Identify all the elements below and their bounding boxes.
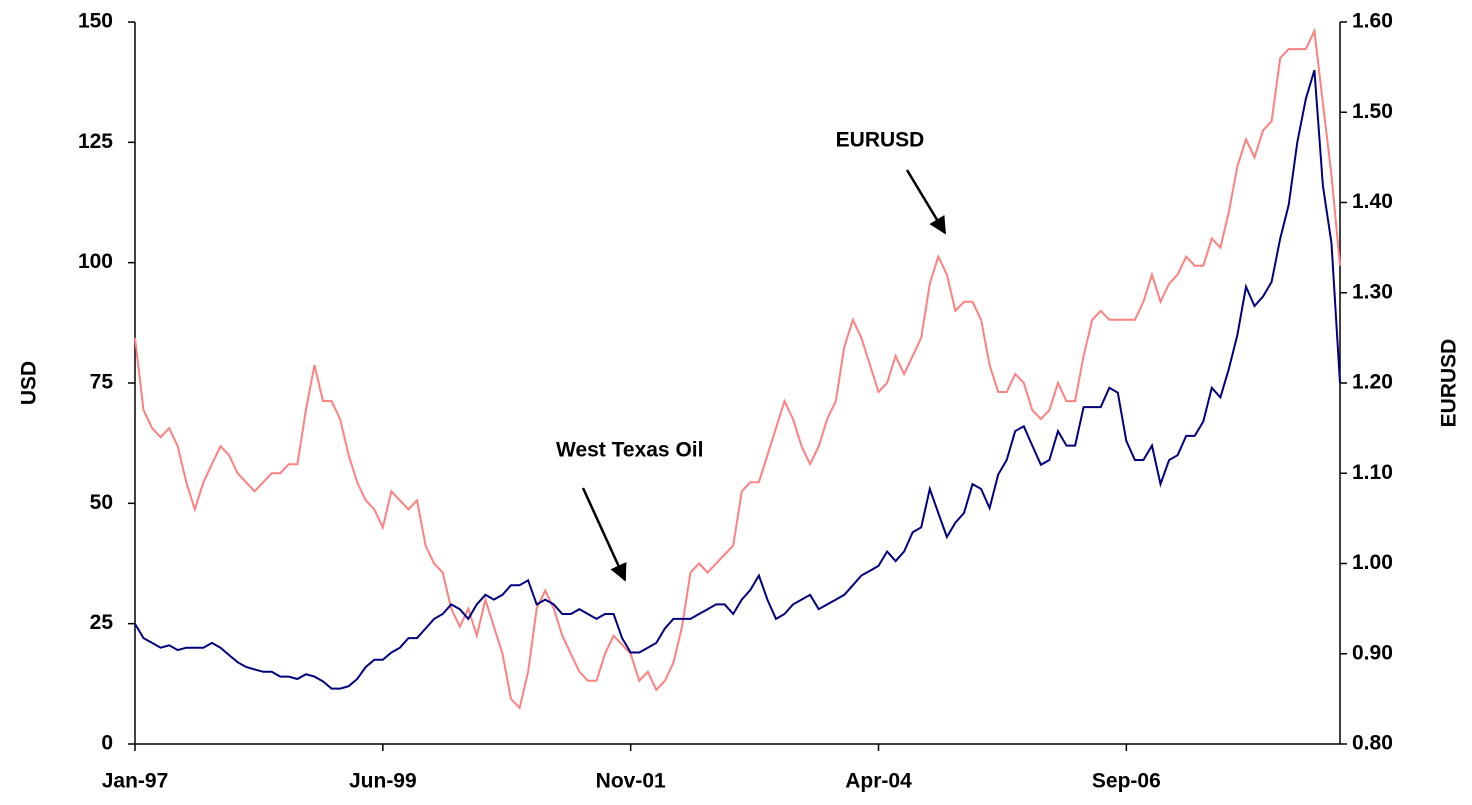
x-tick-label: Sep-06 (1092, 770, 1161, 793)
y-tick-label: 50 (90, 491, 113, 514)
y-tick-label: 100 (78, 250, 113, 273)
y-tick-label: 25 (90, 611, 114, 634)
y2-axis-label: EURUSD (1438, 339, 1461, 428)
y2-tick-label: 0.80 (1352, 732, 1393, 755)
y2-tick-label: 1.40 (1352, 190, 1393, 213)
annotation: EURUSD (836, 129, 925, 152)
y-tick-label: 0 (101, 732, 113, 755)
x-tick-label: Apr-04 (845, 770, 912, 793)
annotation-arrow (581, 487, 627, 582)
y-tick-label: 75 (90, 371, 114, 394)
x-tick-label: Nov-01 (596, 770, 666, 793)
y2-tick-label: 1.60 (1352, 10, 1393, 33)
y2-tick-label: 1.00 (1352, 551, 1393, 574)
annotation-arrow (905, 169, 947, 235)
y2-tick-label: 1.50 (1352, 100, 1393, 123)
data-line (134, 27, 1341, 710)
data-line (134, 69, 1341, 690)
y2-tick-label: 1.10 (1352, 461, 1393, 484)
y2-tick-label: 0.90 (1352, 641, 1393, 664)
y2-tick-label: 1.30 (1352, 280, 1393, 303)
x-tick-label: Jun-99 (349, 770, 417, 793)
y-tick-label: 125 (78, 130, 113, 153)
annotation: West Texas Oil (556, 439, 703, 462)
y2-tick-label: 1.20 (1352, 371, 1393, 394)
y-tick-label: 150 (78, 10, 113, 33)
x-tick-label: Jan-97 (102, 770, 169, 793)
y-axis-label: USD (18, 361, 41, 405)
